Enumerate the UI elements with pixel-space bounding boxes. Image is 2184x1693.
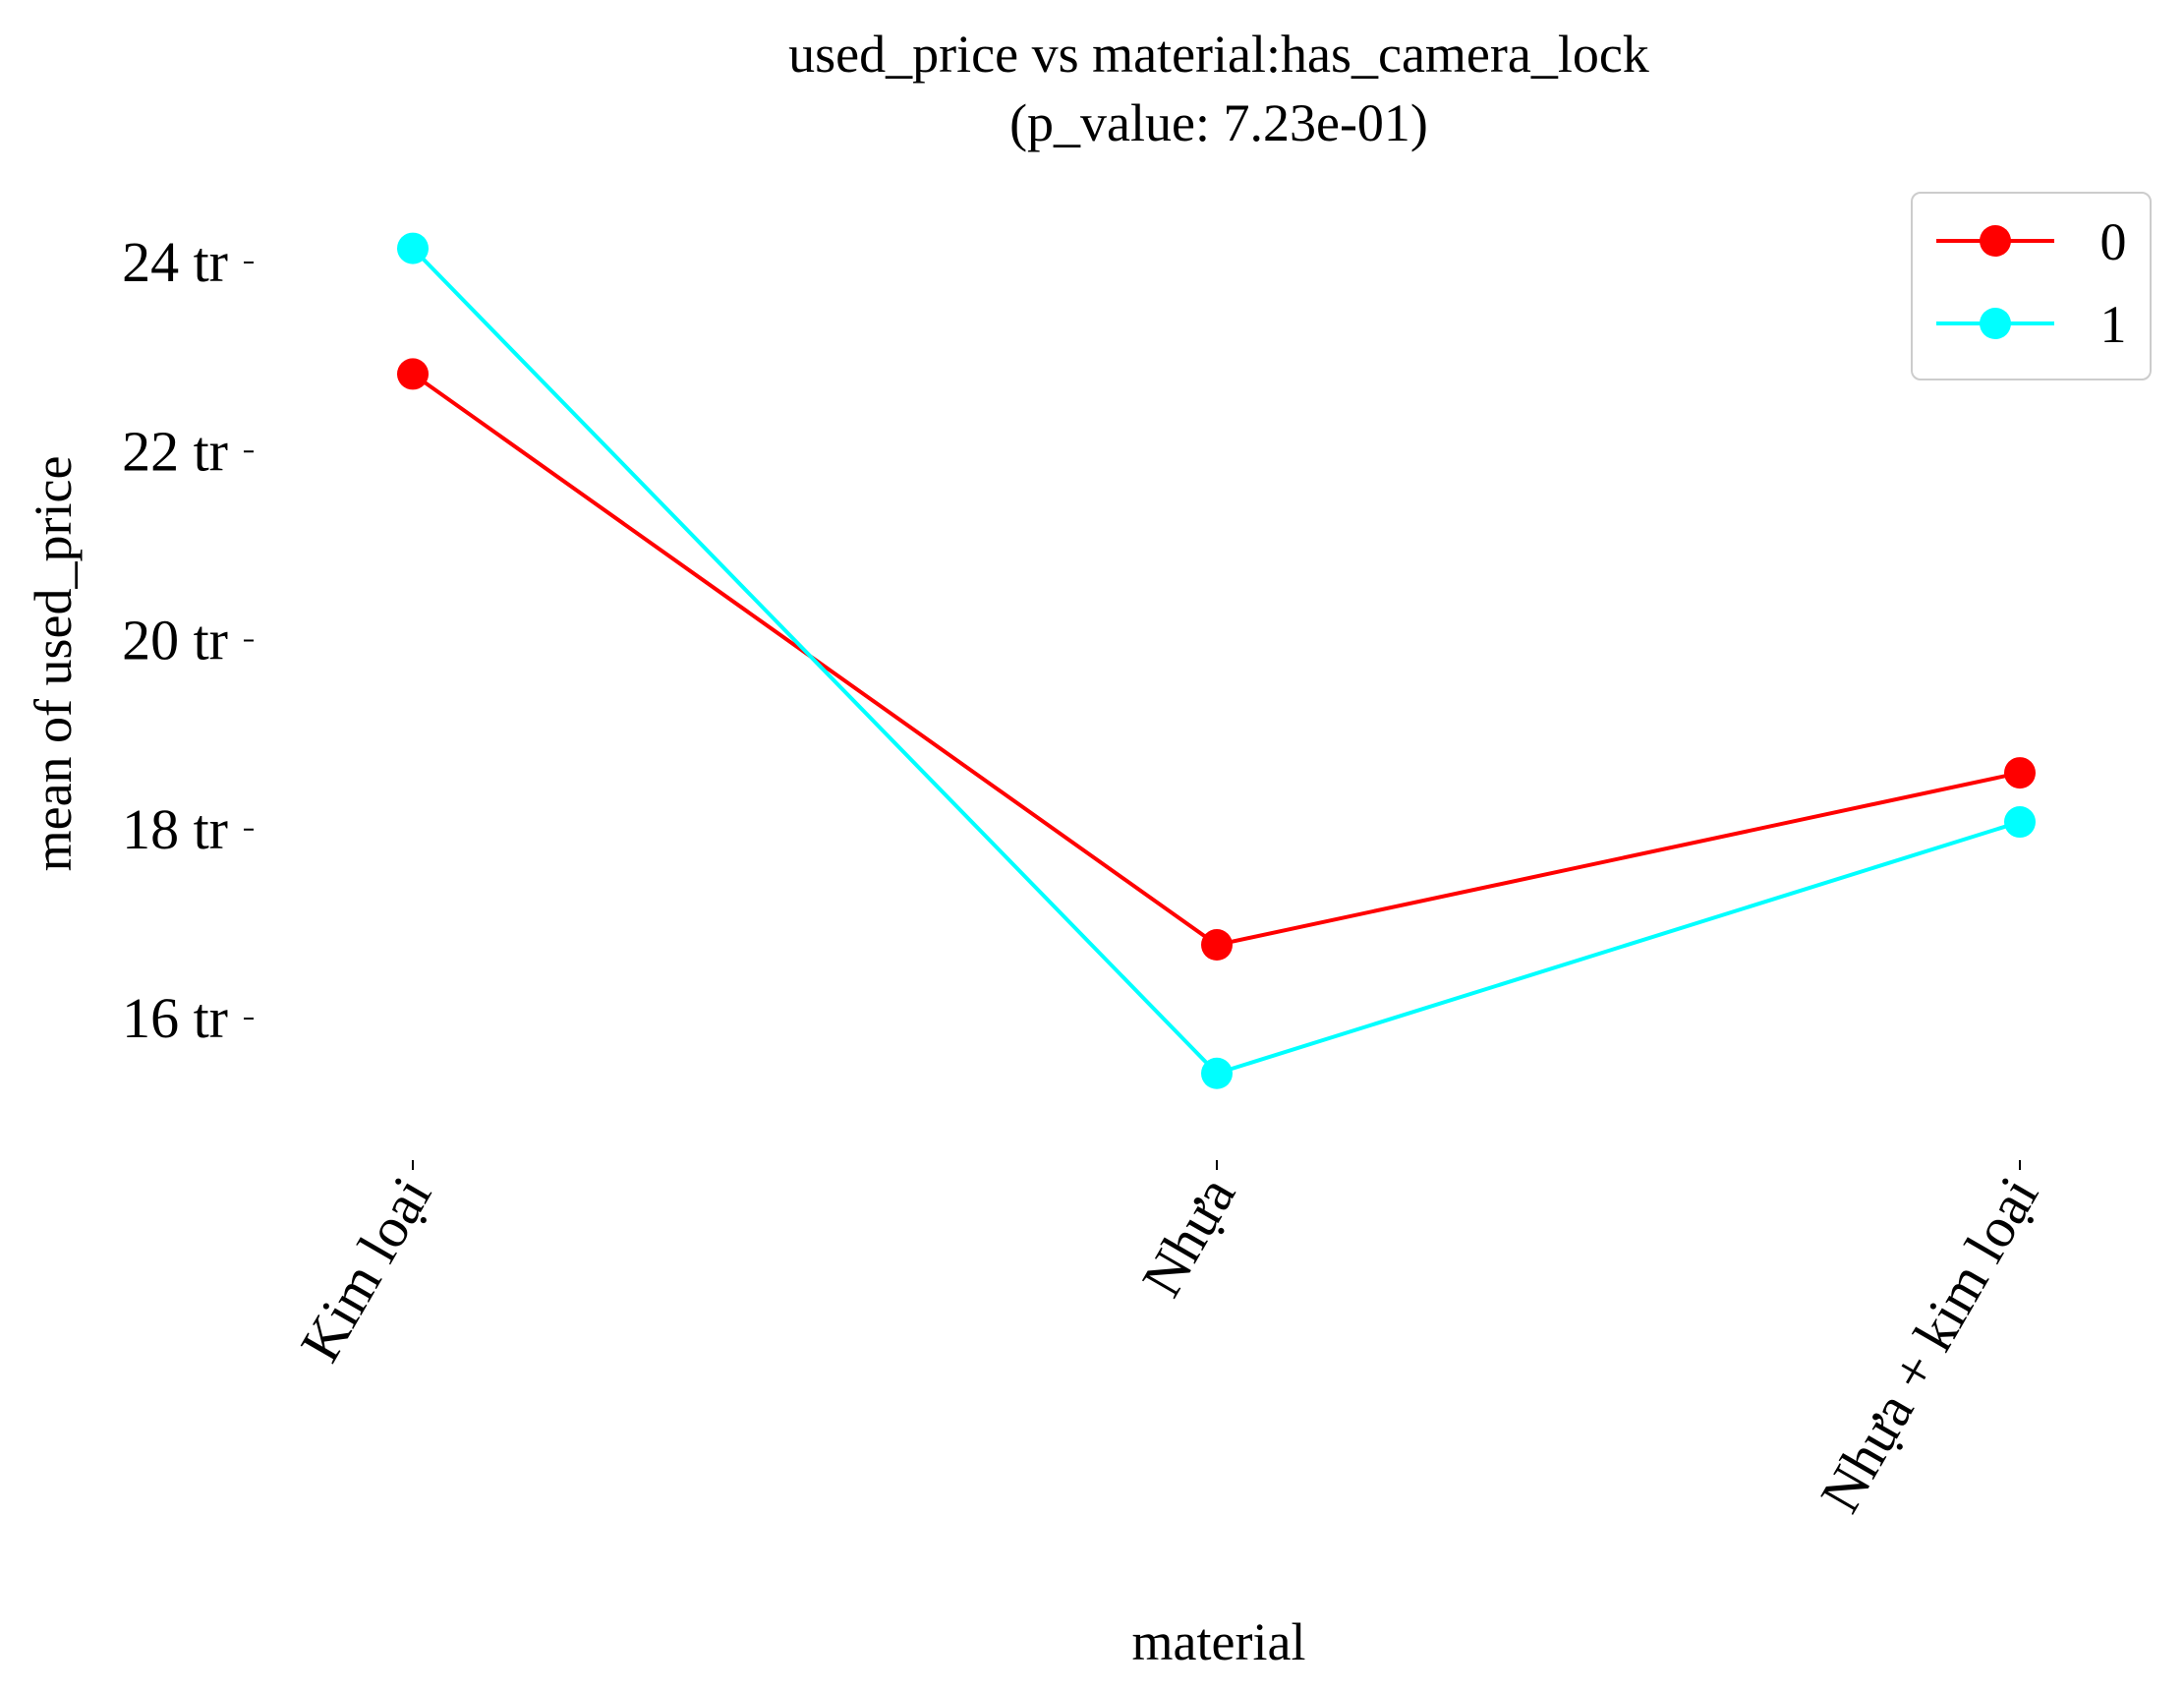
y-tick-label: 16 tr xyxy=(122,986,228,1050)
y-axis: 16 tr 18 tr 20 tr 22 tr 24 tr xyxy=(122,230,254,1050)
y-tick-label: 20 tr xyxy=(122,609,228,672)
series-line-0 xyxy=(411,372,2021,948)
x-tick-label: Kim loại xyxy=(288,1166,444,1372)
y-tick-label: 24 tr xyxy=(122,230,228,294)
data-point-0 xyxy=(2004,757,2036,789)
series-layer xyxy=(397,232,2036,1089)
legend: 01 xyxy=(1911,192,2152,380)
legend-label-1: 1 xyxy=(2100,295,2127,354)
y-axis-label: mean of used_price xyxy=(24,456,83,872)
chart-title: used_price vs material:has_camera_lock xyxy=(788,25,1649,84)
chart-subtitle: (p_value: 7.23e-01) xyxy=(1009,93,1428,152)
legend-label-0: 0 xyxy=(2100,212,2127,271)
y-tick-label: 22 tr xyxy=(122,419,228,483)
x-axis: Kim loại Nhựa Nhựa + kim loại xyxy=(288,1160,2050,1523)
legend-marker-0 xyxy=(1980,225,2011,257)
data-point-1 xyxy=(1201,1057,1233,1089)
data-point-0 xyxy=(397,358,429,390)
y-tick-label: 18 tr xyxy=(122,797,228,861)
x-tick-label: Nhựa + kim loại xyxy=(1808,1166,2050,1523)
data-point-0 xyxy=(1201,929,1233,962)
data-point-1 xyxy=(397,232,429,264)
legend-marker-1 xyxy=(1980,308,2011,339)
x-tick-label: Nhựa xyxy=(1129,1166,1247,1307)
x-axis-label: material xyxy=(1132,1612,1306,1671)
data-point-1 xyxy=(2004,806,2036,839)
